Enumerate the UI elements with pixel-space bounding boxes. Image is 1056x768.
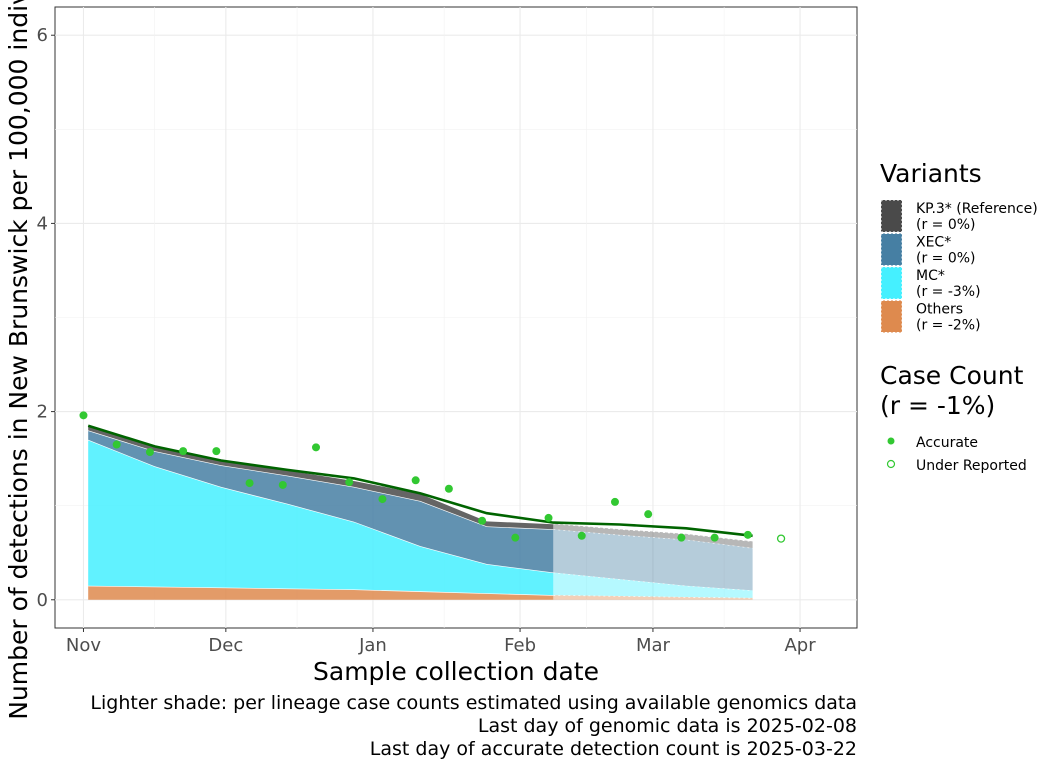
accurate-point	[544, 513, 553, 522]
area-mc	[88, 439, 554, 596]
variants-legend-title: Variants	[880, 159, 982, 188]
legend-r-mc: (r = -3%)	[916, 284, 981, 300]
accurate-point	[444, 484, 453, 493]
legend-key-mc	[880, 266, 903, 300]
area-others	[88, 585, 554, 600]
accurate-point	[179, 447, 188, 456]
caption-line-3: Last day of accurate detection count is …	[370, 738, 857, 760]
boundary-estimated-xec	[553, 528, 753, 549]
accurate-point	[511, 533, 520, 542]
x-tick-label: Dec	[208, 635, 243, 656]
stacked-areas	[87, 425, 753, 600]
accurate-point	[577, 531, 586, 540]
accurate-point	[112, 440, 121, 449]
case-count-legend-r: (r = -1%)	[880, 391, 995, 420]
caption-line-2: Last day of genomic data is 2025-02-08	[478, 715, 857, 737]
accurate-point	[478, 516, 487, 525]
legend-label-xec: XEC*	[916, 235, 951, 251]
accurate-point	[312, 443, 321, 452]
accurate-point	[677, 533, 686, 542]
accurate-point	[411, 476, 420, 485]
area-estimated-kp-3-reference	[553, 523, 753, 548]
accurate-point	[610, 497, 619, 506]
case-count-legend-title: Case Count	[880, 361, 1024, 390]
y-tick-label: 4	[37, 213, 48, 234]
legend-key-others	[880, 300, 903, 333]
x-tick-label: Mar	[636, 635, 671, 656]
accurate-point	[644, 510, 653, 519]
legend-label-kp-3-reference: KP.3* (Reference)	[916, 201, 1038, 217]
boundary-estimated-kp-3-reference	[553, 523, 753, 542]
accurate-point	[743, 530, 752, 539]
legend-label-others: Others	[916, 302, 963, 318]
accurate-point	[79, 411, 88, 420]
legend-r-kp-3-reference: (r = 0%)	[916, 217, 976, 233]
under-reported-key-label: Under Reported	[916, 458, 1027, 474]
area-estimated-xec	[553, 529, 753, 591]
x-tick-label: Feb	[504, 635, 536, 656]
variants-legend-keys: KP.3* (Reference)(r = 0%)XEC*(r = 0%)MC*…	[880, 199, 1038, 334]
y-tick-label: 0	[37, 590, 48, 611]
legend: Variants KP.3* (Reference)(r = 0%)XEC*(r…	[880, 159, 1038, 474]
y-axis-title: Number of detections in New Brunswick pe…	[4, 0, 33, 720]
y-axis-ticks: 0 2 4 6	[37, 25, 55, 611]
area-kp-3-reference	[88, 425, 554, 530]
accurate-point	[345, 478, 354, 487]
area-estimated-mc	[553, 572, 753, 598]
accurate-key-label: Accurate	[916, 435, 978, 451]
boundary-estimated-mc	[553, 571, 753, 591]
x-tick-label: Apr	[784, 635, 816, 656]
y-tick-label: 2	[37, 402, 48, 423]
legend-r-others: (r = -2%)	[916, 318, 981, 334]
caption-line-1: Lighter shade: per lineage case counts e…	[90, 692, 857, 714]
case-count-trend	[87, 424, 753, 538]
accurate-point	[378, 495, 387, 504]
area-xec	[88, 430, 554, 573]
legend-label-mc: MC*	[916, 268, 945, 284]
under-reported-key-dot	[886, 459, 896, 469]
accurate-point	[245, 479, 254, 488]
accurate-point	[278, 480, 287, 489]
accurate-point	[212, 447, 221, 456]
x-tick-label: Nov	[66, 635, 101, 656]
case-count-points	[79, 411, 786, 543]
x-axis-ticks: Nov Dec Jan Feb Mar Apr	[66, 628, 816, 656]
accurate-key-dot	[887, 437, 895, 445]
x-tick-label: Jan	[358, 635, 387, 656]
y-tick-label: 6	[37, 25, 48, 46]
under-reported-point	[776, 534, 786, 543]
accurate-point	[145, 448, 154, 457]
legend-r-xec: (r = 0%)	[916, 251, 976, 267]
area-estimated-others	[553, 595, 753, 600]
legend-key-kp-3-reference	[880, 199, 903, 233]
accurate-point	[710, 533, 719, 542]
boundary-estimated-others	[553, 594, 753, 599]
legend-key-xec	[880, 233, 903, 266]
x-axis-title: Sample collection date	[313, 657, 599, 686]
case-count-trend-line	[87, 424, 753, 538]
